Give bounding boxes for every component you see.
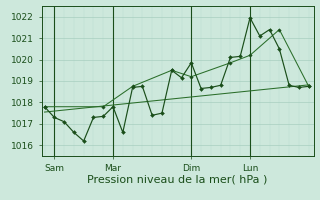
X-axis label: Pression niveau de la mer( hPa ): Pression niveau de la mer( hPa ) <box>87 174 268 184</box>
